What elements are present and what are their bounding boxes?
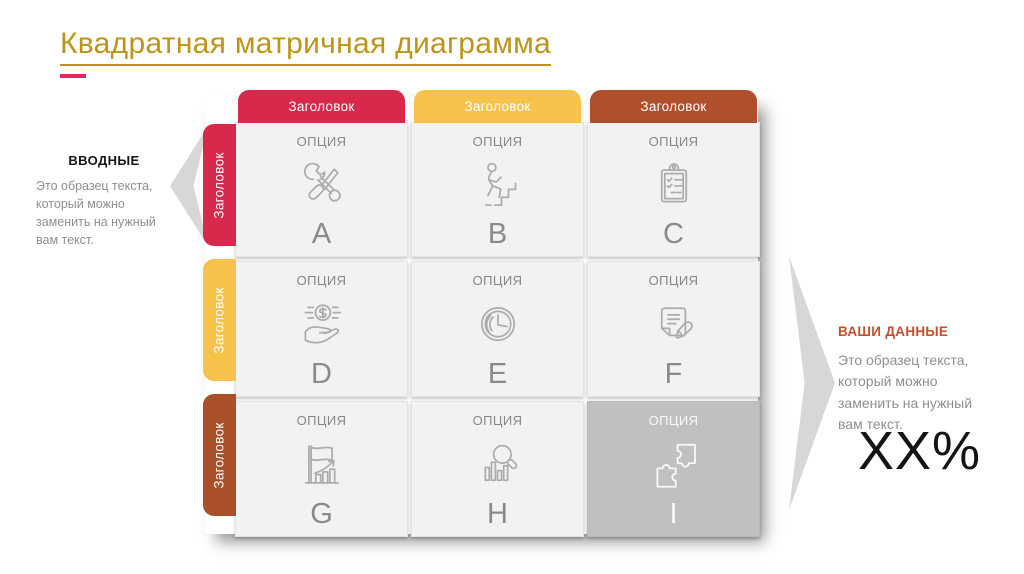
cell-i-option-label: ОПЦИЯ — [648, 413, 699, 428]
intro-panel: ВВОДНЫЕ Это образец текста, который можн… — [36, 153, 172, 250]
cell-c-letter: C — [663, 218, 684, 250]
matrix-cell-b[interactable]: ОПЦИЯ B — [411, 122, 584, 257]
cell-a-option-label: ОПЦИЯ — [296, 134, 347, 149]
slide-title: Квадратная матричная диаграмма — [60, 27, 552, 66]
title-accent-dash — [60, 74, 86, 78]
puzzle-icon — [656, 443, 696, 488]
row-header-1[interactable]: Заголовок — [203, 124, 236, 246]
cell-g-letter: G — [310, 498, 333, 530]
row-header-1-label: Заголовок — [212, 151, 227, 219]
matrix-cell-e[interactable]: ОПЦИЯ E — [411, 261, 584, 397]
data-body: Это образец текста, который можно замени… — [838, 352, 973, 432]
intro-body: Это образец текста, который можно замени… — [36, 179, 156, 248]
intro-heading: ВВОДНЫЕ — [68, 153, 140, 168]
cell-h-letter: H — [487, 498, 508, 530]
cell-i-letter: I — [669, 498, 678, 530]
cell-a-letter: A — [311, 218, 332, 250]
matrix-cell-h[interactable]: ОПЦИЯ H — [411, 401, 584, 537]
clipboard-checklist-icon — [660, 162, 687, 202]
right-arrow-icon — [789, 256, 835, 510]
row-header-3[interactable]: Заголовок — [203, 394, 236, 516]
row-header-2-label: Заголовок — [212, 286, 227, 354]
cell-d-letter: D — [311, 358, 332, 390]
flag-chart-icon — [304, 445, 339, 484]
cell-b-letter: B — [487, 218, 508, 250]
cell-f-option-label: ОПЦИЯ — [648, 273, 699, 288]
row-header-2[interactable]: Заголовок — [203, 259, 236, 381]
hand-money-icon — [304, 304, 341, 344]
cell-b-option-label: ОПЦИЯ — [472, 134, 523, 149]
matrix-cell-g[interactable]: ОПЦИЯ G — [235, 401, 408, 537]
cell-f-letter: F — [664, 358, 683, 390]
matrix-cell-d[interactable]: ОПЦИЯ D — [235, 261, 408, 397]
column-header-3[interactable]: Заголовок — [590, 90, 757, 123]
cell-e-option-label: ОПЦИЯ — [472, 273, 523, 288]
clock-icon — [480, 306, 515, 342]
column-header-2[interactable]: Заголовок — [414, 90, 581, 123]
cell-h-option-label: ОПЦИЯ — [472, 413, 523, 428]
data-heading: ВАШИ ДАННЫЕ — [838, 324, 949, 339]
cell-g-option-label: ОПЦИЯ — [296, 413, 347, 428]
data-panel: ВАШИ ДАННЫЕ Это образец текста, который … — [838, 324, 996, 435]
percentage-value: XX% — [858, 421, 982, 481]
matrix-cell-i[interactable]: ОПЦИЯ I — [587, 401, 760, 537]
cell-e-letter: E — [487, 358, 508, 390]
search-chart-icon — [483, 444, 517, 482]
cell-c-option-label: ОПЦИЯ — [648, 134, 699, 149]
cell-d-option-label: ОПЦИЯ — [296, 273, 347, 288]
tools-icon — [303, 162, 341, 202]
document-pen-icon — [660, 307, 693, 339]
matrix-cell-f[interactable]: ОПЦИЯ F — [587, 261, 760, 397]
column-header-1[interactable]: Заголовок — [238, 90, 405, 123]
career-stairs-icon — [484, 162, 516, 206]
row-header-3-label: Заголовок — [212, 421, 227, 489]
matrix-cell-c[interactable]: ОПЦИЯ C — [587, 122, 760, 257]
matrix-cell-a[interactable]: ОПЦИЯ A — [235, 122, 408, 257]
